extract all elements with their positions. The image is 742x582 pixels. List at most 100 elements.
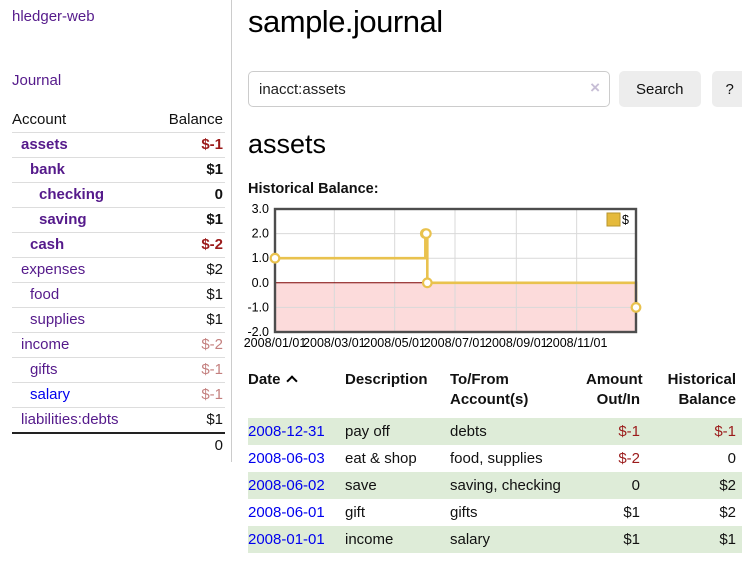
register-header-amount: Amount Out/In [586, 371, 643, 408]
transaction-date-link[interactable]: 2008-01-01 [248, 531, 325, 548]
transaction-date-link[interactable]: 2008-06-02 [248, 477, 325, 494]
svg-text:-1.0: -1.0 [247, 300, 269, 314]
account-balance: 0 [151, 182, 225, 208]
register-header-description: Description [345, 371, 428, 388]
transaction-row: 2008-06-02 save saving, checking 0 $2 [248, 472, 742, 499]
transaction-amount: $1 [586, 526, 648, 553]
transaction-description: pay off [345, 418, 450, 445]
account-link[interactable]: food [30, 286, 60, 303]
search-help-button[interactable]: ? [711, 71, 742, 107]
transaction-balance: $2 [648, 472, 742, 499]
accounts-total-value: 0 [151, 432, 225, 458]
svg-text:-2.0: -2.0 [247, 325, 269, 339]
search-form: × Search ? [248, 71, 742, 107]
account-link[interactable]: liabilities:debts [21, 411, 119, 428]
register-header-balance: Historical Balance [667, 371, 736, 408]
account-row: salary $-1 [12, 382, 225, 408]
transaction-amount: 0 [586, 472, 648, 499]
account-row: expenses $2 [12, 257, 225, 283]
transaction-amount: $-1 [586, 418, 648, 445]
accounts-header-account: Account [12, 108, 152, 133]
account-link[interactable]: bank [30, 161, 66, 178]
accounts-table-body: assets $-1 bank $1 checking 0 saving $1 cash $-2 e… [12, 133, 225, 433]
transaction-description: save [345, 472, 450, 499]
svg-text:1.0: 1.0 [252, 251, 269, 265]
account-balance: $1 [151, 307, 225, 333]
svg-text:3.0: 3.0 [252, 202, 269, 216]
transaction-row: 2008-06-01 gift gifts $1 $2 [248, 499, 742, 526]
account-link[interactable]: gifts [30, 361, 58, 378]
accounts-table: Account Balance assets $-1 bank $1 checking 0… [12, 108, 225, 458]
account-row: bank $1 [12, 157, 225, 183]
svg-text:2008/03/01: 2008/03/01 [303, 336, 366, 350]
transaction-row: 2008-06-03 eat & shop food, supplies $-2 0 [248, 445, 742, 472]
sort-ascending-icon [285, 375, 298, 387]
transaction-row: 2008-01-01 income salary $1 $1 [248, 526, 742, 553]
account-balance: $-1 [151, 382, 225, 408]
account-link[interactable]: income [21, 336, 70, 353]
svg-text:2008/07/01: 2008/07/01 [424, 336, 487, 350]
search-input[interactable] [248, 71, 610, 107]
clear-search-icon[interactable]: × [590, 78, 600, 97]
account-balance: $1 [151, 407, 225, 433]
account-row: gifts $-1 [12, 357, 225, 383]
legend-swatch [606, 212, 621, 227]
register-header-date[interactable]: Date [248, 367, 345, 418]
transaction-accounts: salary [450, 526, 586, 553]
accounts-header-balance: Balance [151, 108, 225, 133]
account-balance: $1 [151, 207, 225, 233]
transaction-balance: 0 [727, 450, 736, 467]
transaction-accounts: food, supplies [450, 450, 543, 467]
account-heading: assets [248, 129, 327, 159]
transaction-date-link[interactable]: 2008-12-31 [248, 423, 325, 440]
transaction-amount: $1 [623, 504, 640, 521]
transaction-amount: $-2 [618, 450, 640, 467]
account-link[interactable]: cash [30, 236, 65, 253]
register-header-accounts: To/From Account(s) [450, 371, 529, 408]
app-title: hledger-web [12, 8, 95, 25]
account-balance: $-1 [151, 357, 225, 383]
sidebar-item-journal[interactable]: Journal [12, 72, 62, 89]
transaction-description: gift [345, 504, 366, 521]
search-button[interactable]: Search [619, 71, 701, 107]
transaction-balance: $2 [719, 504, 736, 521]
svg-text:2008/11/01: 2008/11/01 [546, 336, 608, 350]
main-content: sample.journal × Search ? assets Histori… [232, 0, 742, 553]
account-balance: $1 [151, 157, 225, 183]
account-link[interactable]: supplies [30, 311, 86, 328]
svg-text:2008/01/01: 2008/01/01 [244, 336, 307, 350]
account-row: liabilities:debts $1 [12, 407, 225, 433]
account-row: checking 0 [12, 182, 225, 208]
account-row: assets $-1 [12, 133, 225, 158]
register-table: Date Description To/From Account(s) Amou… [248, 367, 742, 553]
account-row: income $-2 [12, 332, 225, 358]
legend-label: $ [622, 213, 629, 227]
register-header-row: Date Description To/From Account(s) Amou… [248, 367, 742, 418]
account-row: saving $1 [12, 207, 225, 233]
account-link[interactable]: expenses [21, 261, 86, 278]
account-balance: $-2 [151, 332, 225, 358]
transaction-row: 2008-12-31 pay off debts $-1 $-1 [248, 418, 742, 445]
svg-text:2.0: 2.0 [252, 227, 269, 241]
transaction-balance: $-1 [648, 418, 742, 445]
account-balance: $-1 [201, 136, 223, 153]
account-link[interactable]: checking [39, 186, 105, 203]
chart-title: Historical Balance: [248, 181, 379, 197]
account-link[interactable]: salary [30, 386, 71, 403]
account-link[interactable]: assets [21, 136, 68, 153]
account-row: cash $-2 [12, 232, 225, 258]
page-title: sample.journal [248, 4, 443, 39]
transaction-date-link[interactable]: 2008-06-03 [248, 450, 325, 467]
transaction-date-link[interactable]: 2008-06-01 [248, 504, 325, 521]
account-balance: $2 [151, 257, 225, 283]
account-link[interactable]: saving [39, 211, 87, 228]
account-balance: $-2 [151, 232, 225, 258]
transaction-description: eat & shop [345, 450, 417, 467]
sidebar: hledger-web Journal Account Balance asse… [0, 0, 232, 462]
transaction-accounts: debts [450, 418, 586, 445]
svg-text:2008/05/01: 2008/05/01 [363, 336, 426, 350]
svg-text:0.0: 0.0 [252, 276, 269, 290]
transaction-balance: $1 [648, 526, 742, 553]
account-row: food $1 [12, 282, 225, 308]
